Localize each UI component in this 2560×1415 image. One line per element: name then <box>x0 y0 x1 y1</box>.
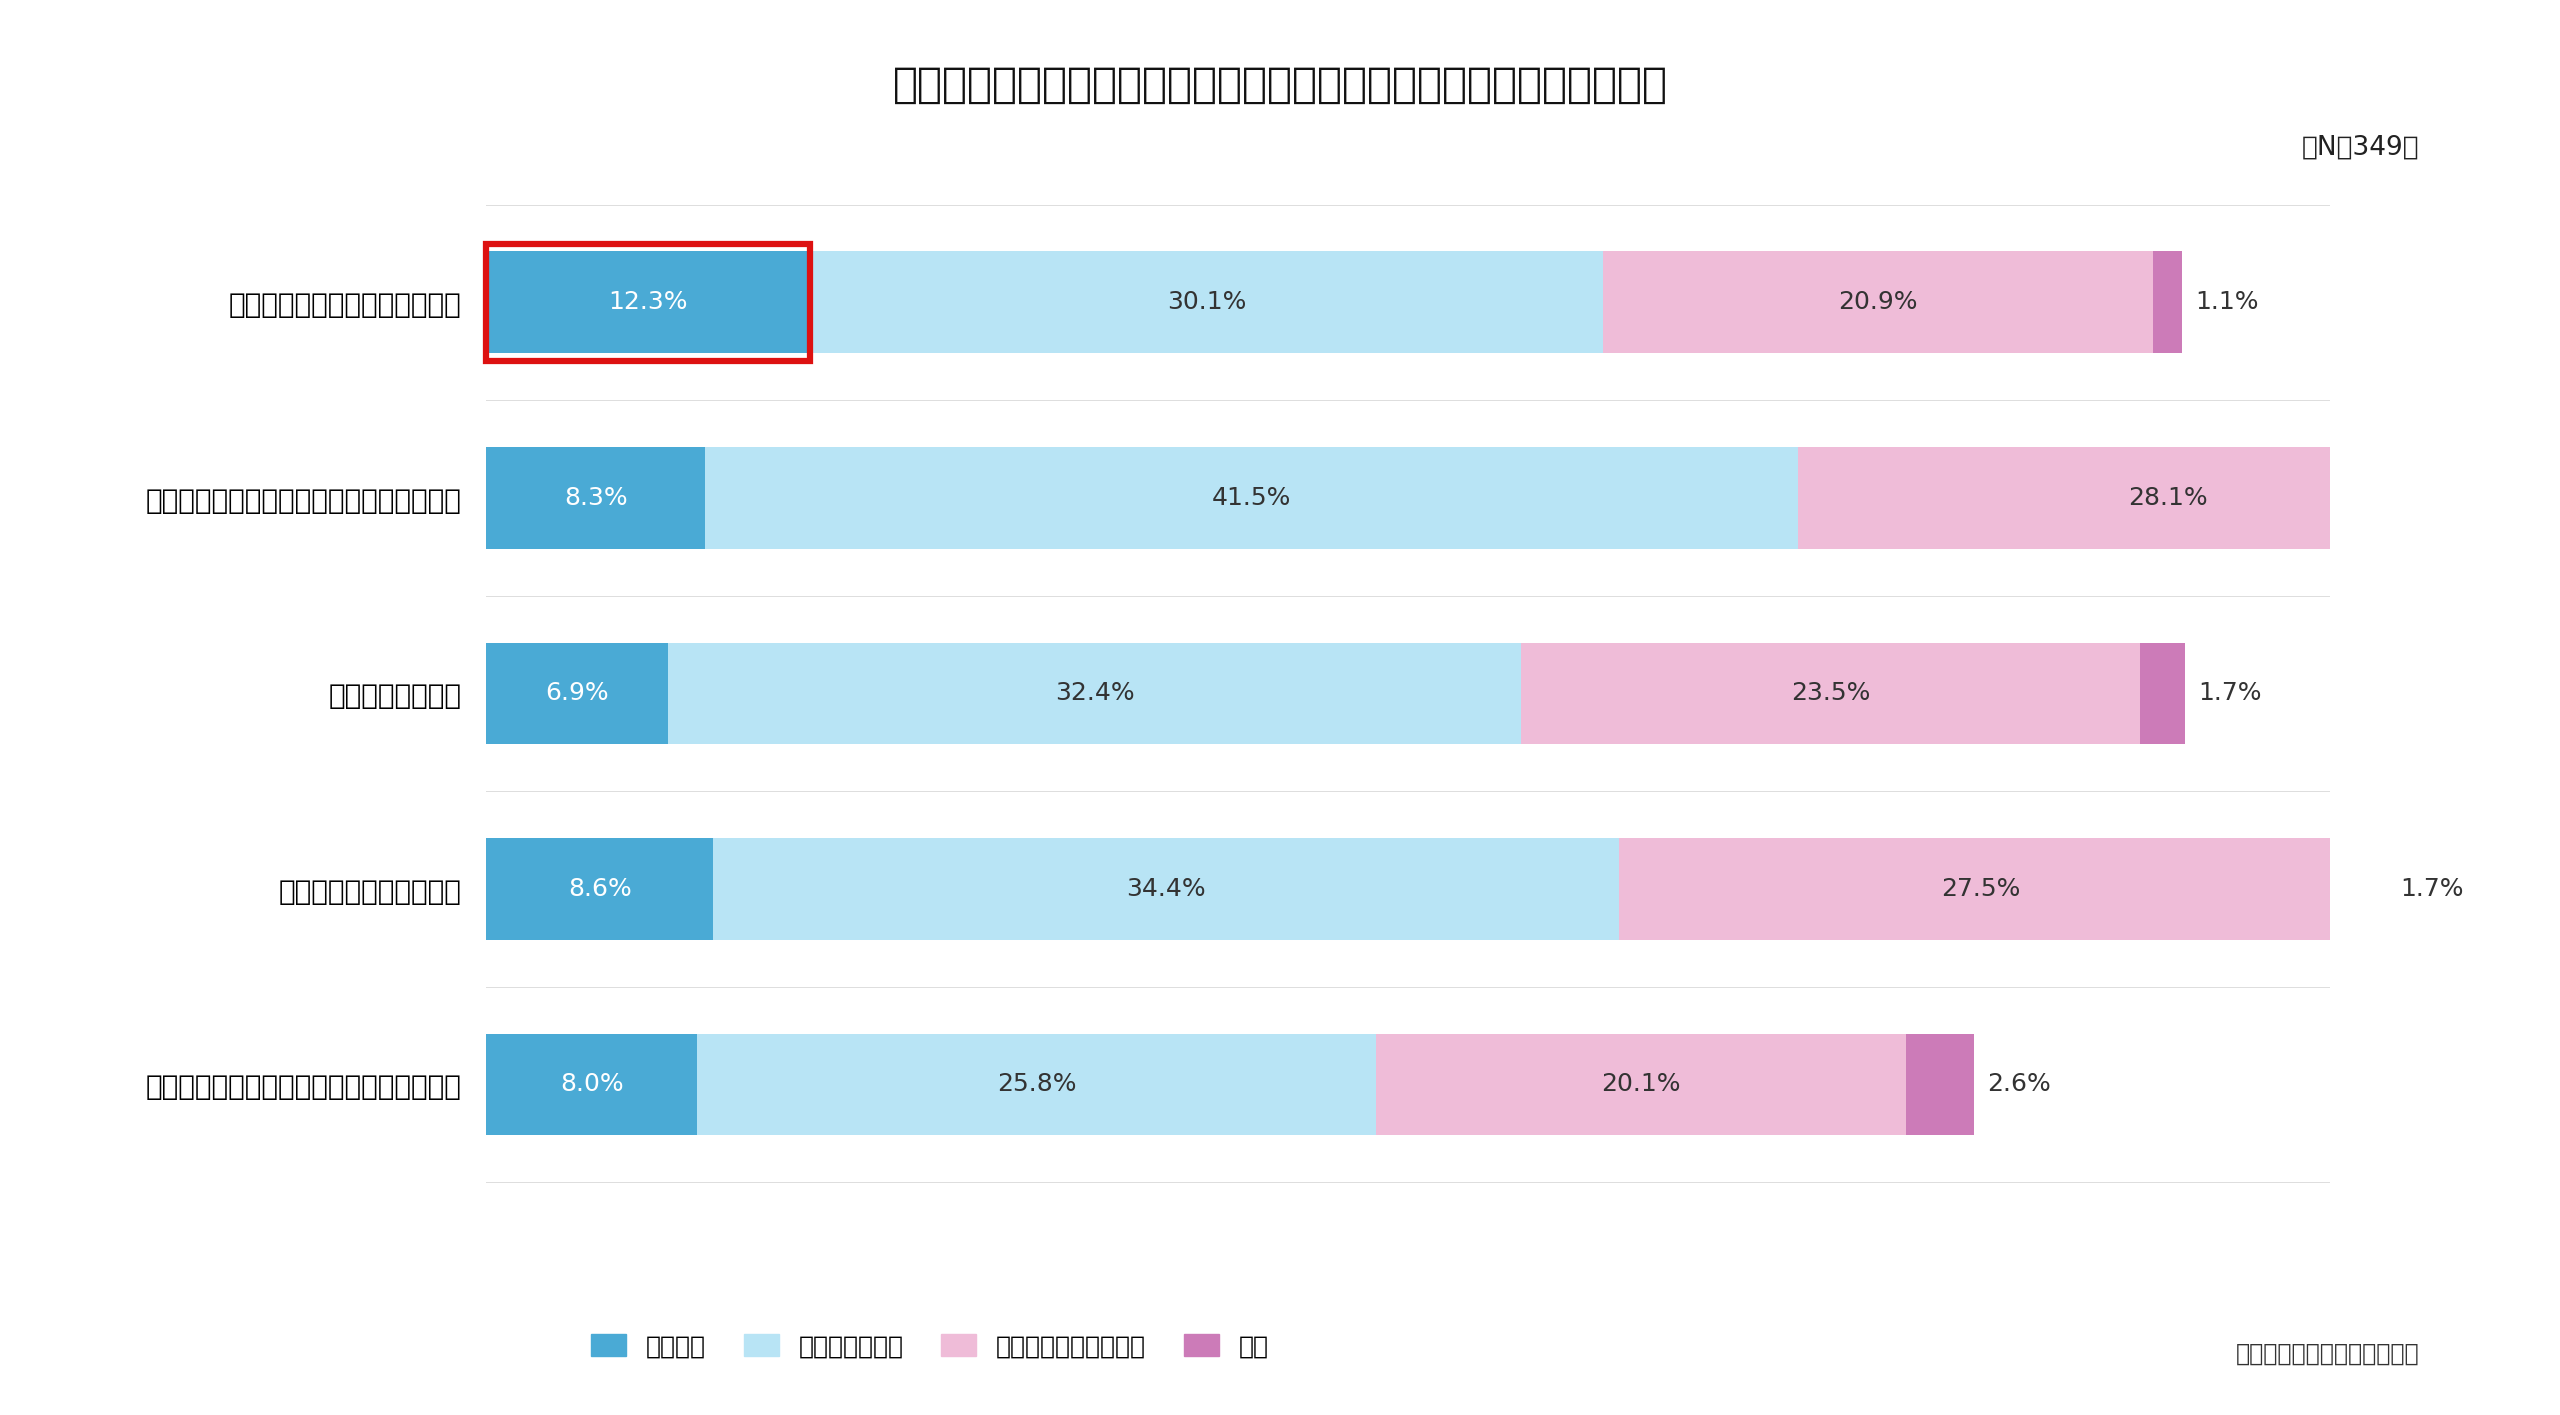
Bar <box>668 642 1521 744</box>
Text: 20.9%: 20.9% <box>1838 290 1917 314</box>
Bar <box>712 838 1618 940</box>
Bar <box>1603 252 2153 354</box>
Bar <box>1797 447 2537 549</box>
Text: 34.4%: 34.4% <box>1126 877 1206 901</box>
Text: 20.1%: 20.1% <box>1603 1073 1682 1097</box>
Text: 1.7%: 1.7% <box>2199 682 2260 705</box>
Bar <box>2153 252 2181 354</box>
Text: 30.1%: 30.1% <box>1167 290 1247 314</box>
Text: 32.4%: 32.4% <box>1055 682 1134 705</box>
Text: 12.3%: 12.3% <box>609 290 689 314</box>
Bar <box>2537 447 2560 549</box>
Bar <box>486 1033 696 1135</box>
Bar <box>486 252 812 354</box>
Bar <box>2342 838 2388 940</box>
Text: 1.7%: 1.7% <box>2401 877 2465 901</box>
Bar <box>812 252 1603 354</box>
Text: 日本シグマックス（株）調べ: 日本シグマックス（株）調べ <box>2235 1341 2419 1365</box>
Text: 1.1%: 1.1% <box>2196 290 2258 314</box>
Text: 8.3%: 8.3% <box>563 485 627 509</box>
Bar <box>696 1033 1377 1135</box>
Text: 実施している腰痛対策の効果（重量物の持ち運び・積み下ろし作業）: 実施している腰痛対策の効果（重量物の持ち運び・積み下ろし作業） <box>893 64 1667 106</box>
Bar <box>704 447 1797 549</box>
Bar <box>486 447 704 549</box>
Bar <box>1521 642 2140 744</box>
Bar <box>486 642 668 744</box>
Bar <box>1905 1033 1974 1135</box>
Text: 8.6%: 8.6% <box>568 877 632 901</box>
Bar <box>1377 1033 1905 1135</box>
Text: 28.1%: 28.1% <box>2127 485 2207 509</box>
Text: 8.0%: 8.0% <box>561 1073 625 1097</box>
Text: 23.5%: 23.5% <box>1792 682 1871 705</box>
Bar <box>486 838 712 940</box>
Legend: 完治した, 少し痛みが改善, 改善悪化もしていない, 悪化: 完治した, 少し痛みが改善, 改善悪化もしていない, 悪化 <box>591 1333 1270 1358</box>
Text: 41.5%: 41.5% <box>1211 485 1290 509</box>
Text: 2.6%: 2.6% <box>1987 1073 2051 1097</box>
Text: 25.8%: 25.8% <box>996 1073 1075 1097</box>
Text: 27.5%: 27.5% <box>1940 877 2020 901</box>
Bar <box>1618 838 2342 940</box>
Bar <box>2140 642 2184 744</box>
Text: （N＝349）: （N＝349） <box>2301 134 2419 160</box>
Text: 6.9%: 6.9% <box>545 682 609 705</box>
